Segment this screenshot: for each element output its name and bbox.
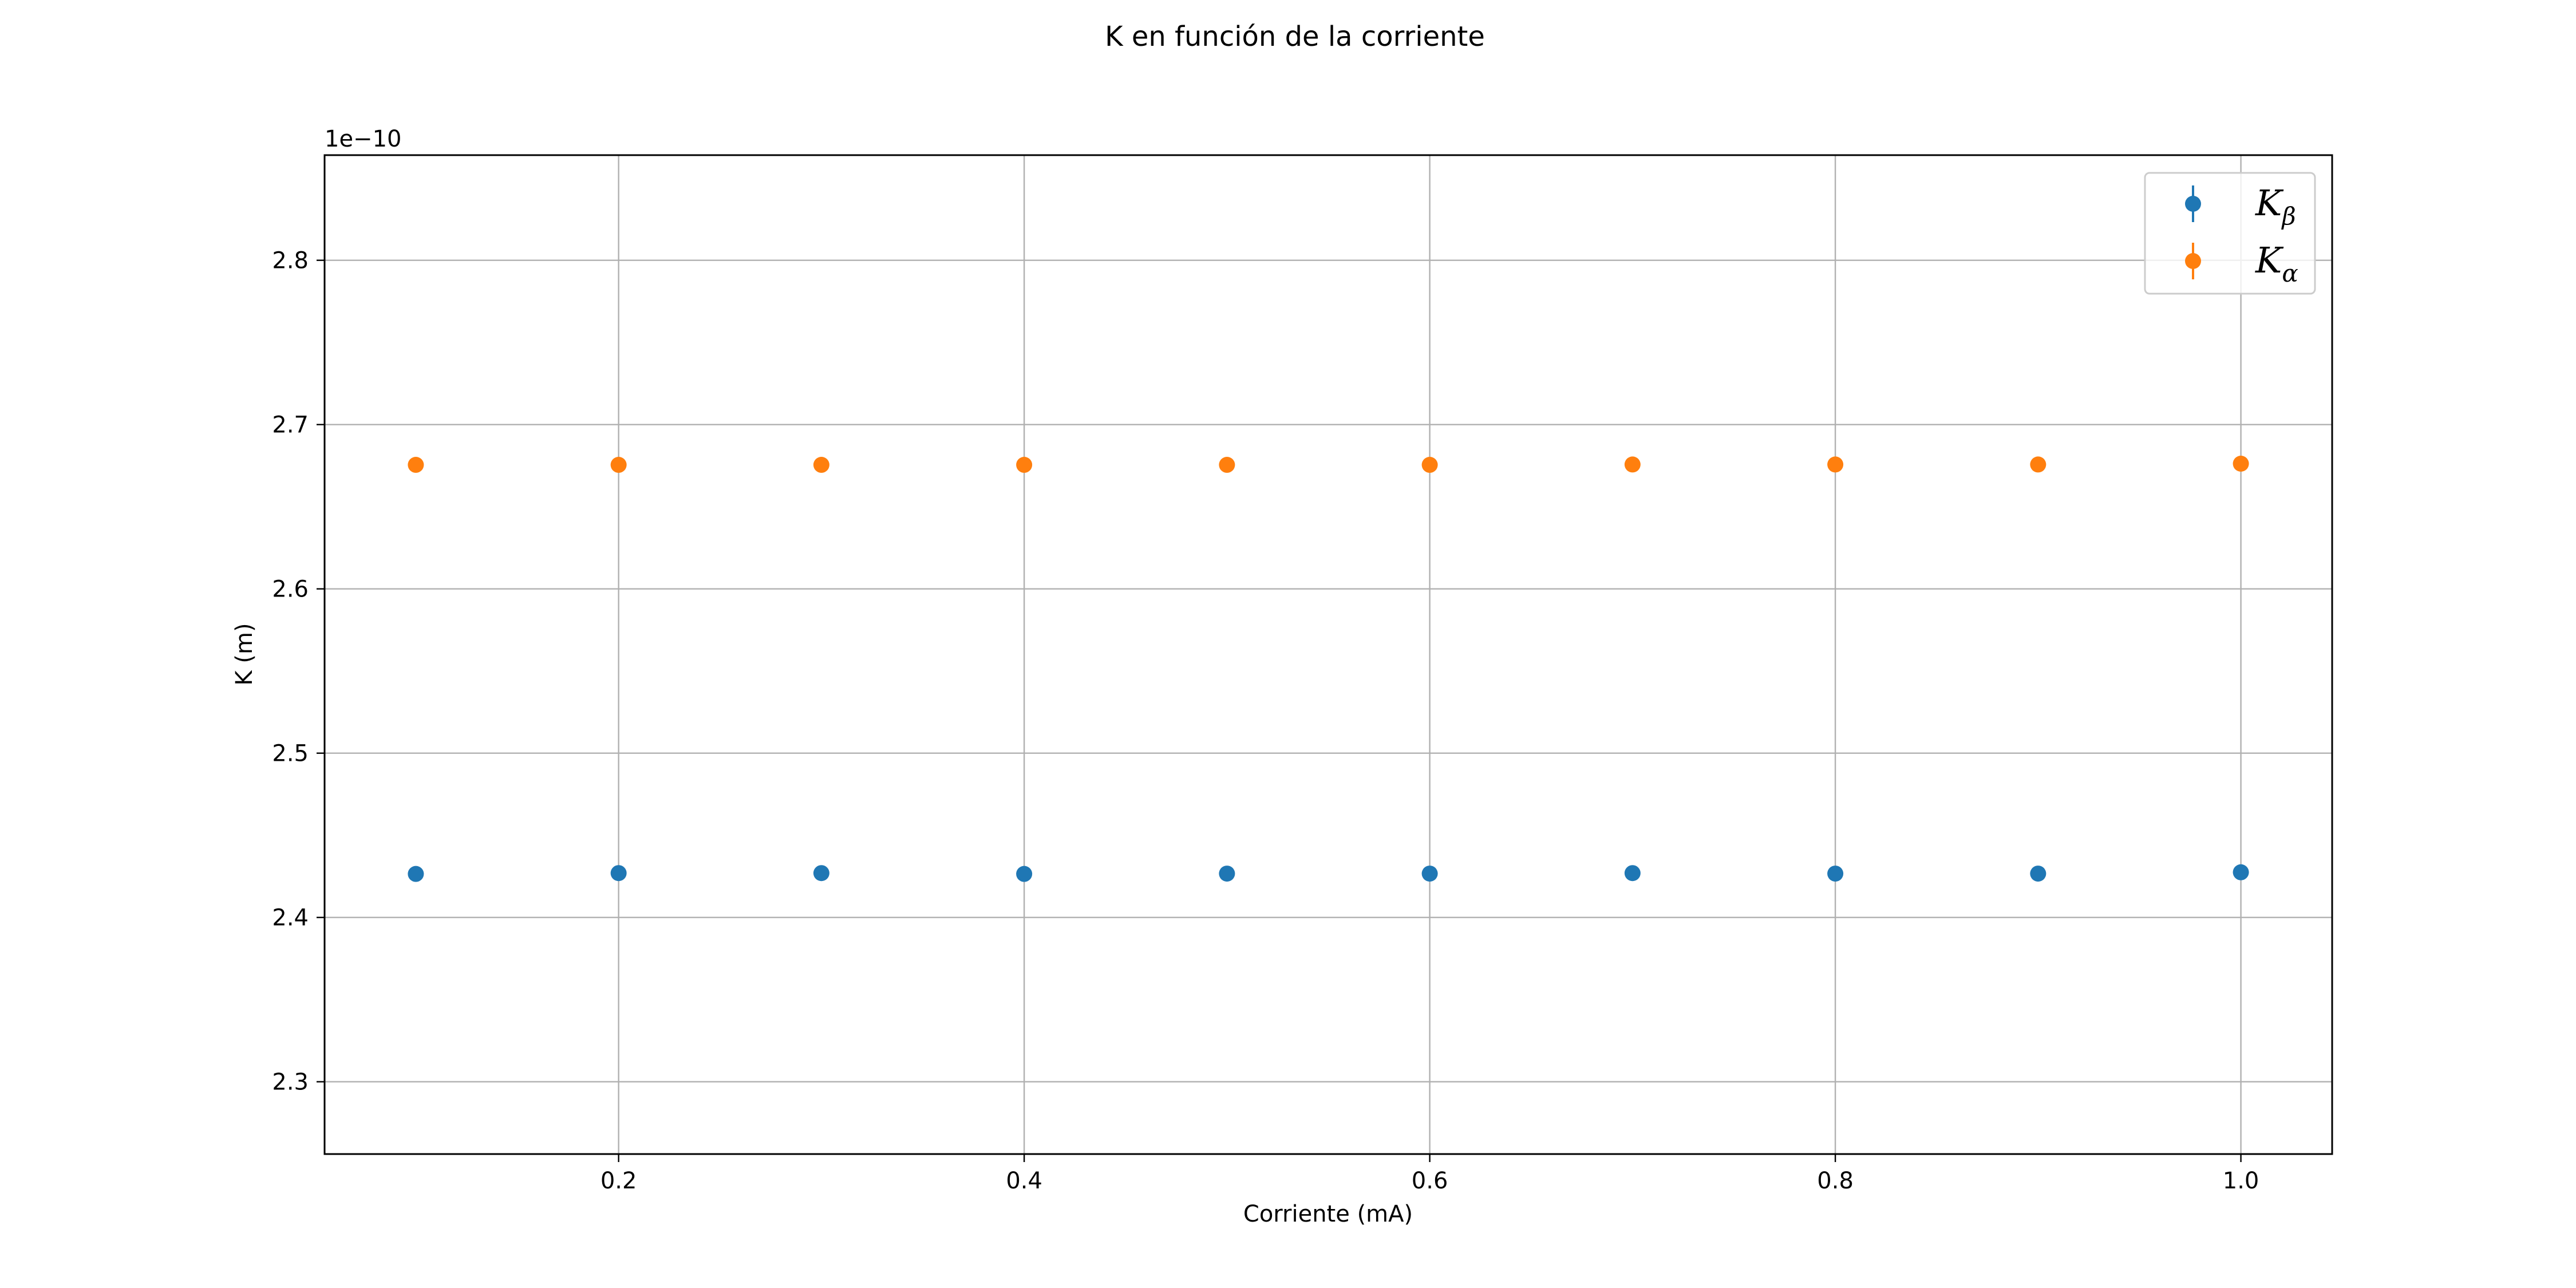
legend-label: Kα bbox=[2255, 239, 2298, 287]
legend-label-main: K bbox=[2255, 239, 2284, 281]
data-point bbox=[1827, 866, 1844, 882]
data-point bbox=[2233, 455, 2249, 472]
x-tick-label: 1.0 bbox=[2223, 1168, 2259, 1194]
data-point bbox=[2233, 864, 2249, 880]
plot-area-frame bbox=[323, 154, 2333, 1155]
chart-title: K en función de la corriente bbox=[1105, 21, 1485, 53]
data-points bbox=[408, 455, 2249, 882]
data-point bbox=[610, 865, 627, 882]
data-point bbox=[813, 865, 829, 882]
x-tick-label: 0.2 bbox=[600, 1168, 637, 1194]
y-tick-label: 2.3 bbox=[272, 1069, 309, 1096]
grid bbox=[325, 155, 2332, 1154]
data-point bbox=[408, 866, 424, 882]
data-point bbox=[1219, 457, 1235, 473]
x-tick-label: 0.8 bbox=[1817, 1168, 1854, 1194]
y-offset-label: 1e−10 bbox=[325, 126, 401, 152]
legend-label-subscript: α bbox=[2282, 259, 2298, 287]
x-tick-label: 0.6 bbox=[1412, 1168, 1448, 1194]
x-tick-label: 0.4 bbox=[1006, 1168, 1042, 1194]
data-point bbox=[1624, 865, 1641, 882]
legend-label-subscript: β bbox=[2281, 202, 2296, 230]
data-point bbox=[2030, 866, 2046, 882]
y-tick-label: 2.7 bbox=[272, 412, 309, 438]
data-point bbox=[1421, 457, 1438, 473]
y-axis: 2.3 2.4 2.5 2.6 2.7 2.8 bbox=[272, 248, 325, 1096]
y-tick-label: 2.5 bbox=[272, 741, 309, 767]
y-tick-label: 2.8 bbox=[272, 248, 309, 274]
data-point bbox=[1421, 866, 1438, 882]
legend-marker bbox=[2185, 253, 2201, 269]
legend-marker bbox=[2185, 196, 2201, 212]
data-point bbox=[610, 457, 627, 473]
data-point bbox=[1219, 866, 1235, 882]
data-point bbox=[1016, 457, 1033, 473]
y-tick-label: 2.4 bbox=[272, 905, 309, 931]
data-point bbox=[408, 457, 424, 473]
data-point bbox=[2030, 456, 2046, 473]
y-axis-label: K (m) bbox=[231, 623, 258, 685]
data-point bbox=[1827, 456, 1844, 473]
data-point bbox=[813, 457, 829, 473]
x-axis: 0.2 0.4 0.6 0.8 1.0 bbox=[600, 1154, 2259, 1194]
legend-label: Kβ bbox=[2255, 182, 2296, 230]
data-point bbox=[1016, 866, 1033, 882]
y-tick-label: 2.6 bbox=[272, 576, 309, 603]
x-axis-label: Corriente (mA) bbox=[1243, 1201, 1413, 1227]
data-point bbox=[1624, 456, 1641, 473]
legend-label-main: K bbox=[2255, 182, 2284, 224]
